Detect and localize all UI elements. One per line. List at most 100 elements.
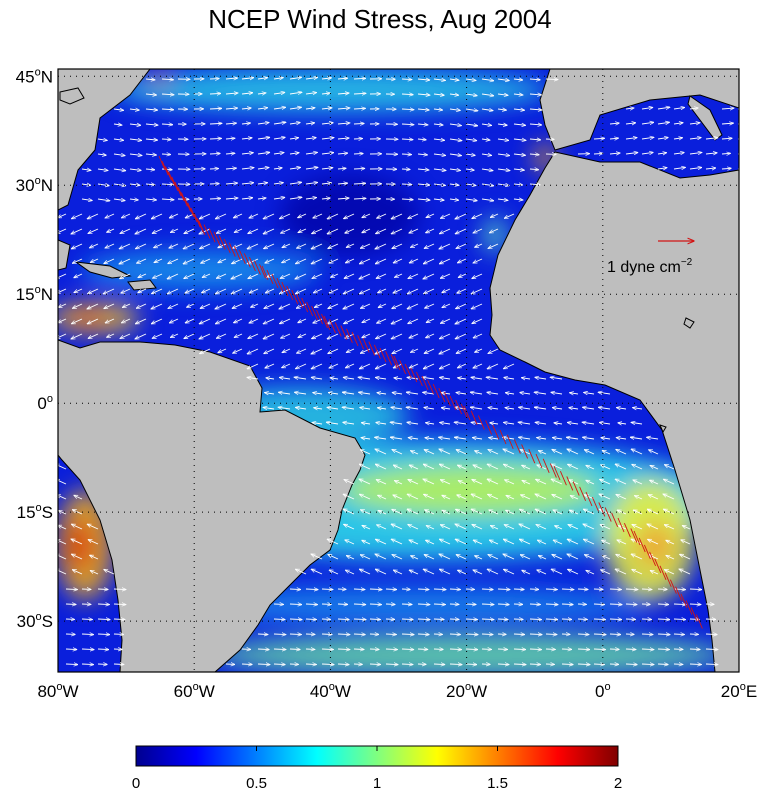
wind-vector: [488, 348, 499, 353]
wind-vector: [439, 348, 451, 354]
wind-vector: [377, 318, 387, 323]
wind-vector: [184, 228, 195, 234]
ship-track-vector: [301, 297, 309, 313]
wind-vector: [537, 540, 547, 545]
wind-vector: [631, 449, 643, 455]
wind-vector: [377, 408, 387, 409]
wind-vector: [353, 589, 365, 590]
lon-tick-label: 80oW: [37, 681, 78, 701]
ship-track-vector: [291, 289, 299, 305]
wind-vector: [58, 464, 67, 470]
wind-vector: [362, 228, 371, 233]
colorbar-tick-label: 0: [132, 775, 140, 792]
wind-vector: [321, 589, 333, 590]
wind-vector: [343, 377, 355, 379]
wind-vector: [135, 318, 147, 324]
wind-vector: [471, 509, 483, 515]
wind-vector: [311, 363, 323, 369]
wind-vector: [280, 318, 291, 324]
wind-vector: [417, 604, 430, 605]
wind-vector: [234, 213, 243, 218]
wind-vector: [297, 348, 307, 353]
wind-vector: [113, 589, 126, 590]
wind-vector: [241, 198, 253, 199]
wind-vector: [473, 465, 483, 470]
wind-vector: [248, 228, 259, 234]
wind-vector: [282, 348, 291, 353]
wind-vector: [440, 273, 451, 278]
ship-track-vector: [669, 579, 677, 594]
wind-vector: [294, 392, 307, 394]
wind-vector: [209, 138, 221, 139]
wind-vector: [313, 393, 323, 394]
wind-vector: [449, 109, 460, 110]
wind-vector: [273, 78, 283, 79]
wind-vector: [401, 184, 412, 185]
wind-vector: [385, 634, 396, 635]
wind-vector: [417, 199, 430, 200]
wind-vector: [424, 494, 435, 500]
wind-vector: [705, 664, 718, 665]
wind-vector: [625, 153, 638, 154]
wind-vector: [248, 333, 259, 339]
wind-vector: [471, 303, 483, 309]
wind-vector: [321, 183, 331, 184]
wind-vector: [458, 481, 467, 485]
wind-vector: [362, 525, 371, 530]
wind-vector: [673, 589, 686, 590]
wind-vector: [417, 184, 430, 185]
wind-vector: [385, 649, 397, 650]
wind-vector: [72, 510, 83, 515]
wind-vector: [97, 619, 110, 620]
wind-vector: [88, 288, 99, 294]
wind-vector: [657, 634, 670, 635]
wind-vector: [305, 108, 315, 109]
wind-vector: [442, 288, 451, 293]
wind-vector: [551, 569, 563, 575]
wind-vector: [456, 555, 467, 560]
wind-vector: [311, 377, 323, 379]
wind-vector: [647, 437, 659, 439]
ship-track-vector: [190, 207, 198, 223]
wind-vector: [409, 258, 419, 263]
wind-vector: [273, 634, 286, 635]
wind-vector: [295, 258, 307, 264]
wind-vector: [312, 333, 323, 339]
wind-vector: [513, 199, 523, 200]
wind-vector: [401, 124, 414, 125]
wind-vector: [263, 228, 275, 234]
wind-vector: [120, 333, 131, 338]
wind-vector: [343, 288, 355, 294]
wind-vector: [103, 288, 115, 294]
wind-vector: [601, 570, 611, 575]
wind-vector: [97, 184, 109, 186]
wind-vector: [58, 213, 67, 218]
wind-vector: [689, 649, 700, 650]
wind-stress-field: [58, 69, 730, 672]
wind-vector: [566, 437, 579, 439]
wind-vector: [104, 303, 115, 309]
wind-vector: [465, 139, 477, 141]
lat-tick-label: 15oN: [16, 284, 53, 304]
wind-vector: [71, 524, 83, 530]
wind-vector: [145, 184, 155, 185]
wind-vector: [689, 167, 702, 169]
wind-vector: [241, 664, 252, 665]
map-title: NCEP Wind Stress, Aug 2004: [208, 4, 552, 34]
ship-track-vector: [521, 444, 529, 459]
wind-vector: [104, 258, 115, 264]
wind-vector: [289, 153, 299, 154]
wind-vector: [481, 154, 492, 155]
wind-vector: [137, 258, 147, 263]
wind-vector: [273, 183, 283, 184]
wind-vector: [442, 510, 451, 515]
wind-vector: [481, 634, 493, 635]
reference-vector-legend: 1 dyne cm−2: [607, 241, 694, 276]
wind-vector: [359, 363, 371, 369]
ship-track-vector: [296, 293, 304, 309]
wind-vector: [393, 288, 403, 293]
wind-vector: [359, 479, 371, 485]
ship-track-vector: [695, 614, 703, 629]
ship-track-vector: [470, 410, 478, 425]
wind-vector: [680, 554, 691, 560]
